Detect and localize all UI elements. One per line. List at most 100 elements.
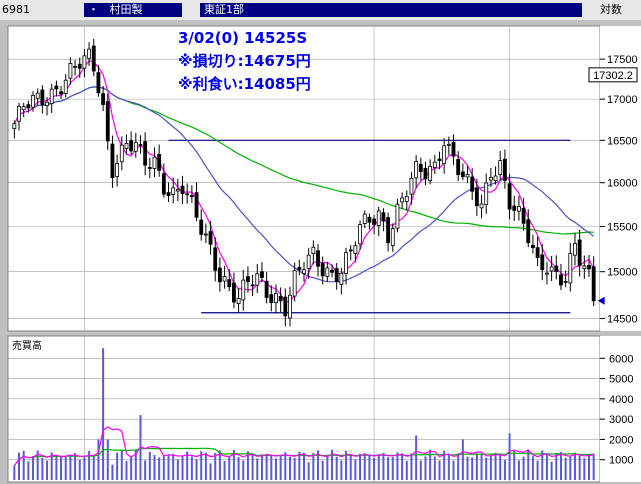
volume-bar [176,459,179,480]
volume-bar [517,460,520,480]
stock-chart[interactable]: 17500 17000 16500 16000 15500 15000 14500 6000… [0,20,641,484]
scale-mode[interactable]: 対数 [600,3,622,16]
annotation-line-3: ※利食い:14085円 [178,75,311,93]
candle [217,257,222,292]
volume-bar [550,461,553,480]
price-panel [7,25,601,332]
candle [189,185,194,203]
volume-bar [13,465,16,480]
volume-bar [326,456,329,480]
volume-bar [111,464,114,480]
volume-bar [158,457,161,480]
candle [446,136,451,155]
volume-tick-label: 3000 [609,414,633,426]
candle [255,264,260,294]
volume-bar [60,456,63,480]
candle [278,287,283,313]
candle [269,285,274,312]
candle [264,271,269,304]
volume-bar [260,454,263,480]
candle [348,245,353,261]
volume-bar [424,456,427,480]
candle [250,274,255,297]
volume-tick-label: 1000 [609,455,633,467]
volume-bar [508,433,511,480]
candle [297,259,302,276]
volume-bar [190,456,193,480]
volume-bar [116,452,119,480]
volume-bar [246,451,249,480]
candle [199,209,204,241]
candle [35,88,40,106]
candle [180,175,185,205]
candle [241,269,246,311]
candle [171,177,176,204]
stock-name[interactable]: ・ 村田製 [84,3,182,17]
ma-short-line [13,60,595,303]
candle [208,220,213,255]
volume-bar [228,456,231,480]
volume-bar [167,454,170,480]
candle [498,150,503,181]
candle [456,151,461,182]
volume-bar [410,453,413,480]
candle [573,233,577,266]
candle [161,163,166,198]
candle [386,212,391,252]
candle [442,138,447,174]
volume-bar [69,455,72,480]
volume-bar [475,453,478,480]
volume-moving-averages [13,426,594,467]
volume-bar [466,456,469,480]
volume-bar [181,456,184,480]
candle [96,65,101,97]
volume-ma-short-line [13,426,594,467]
candle [232,272,236,309]
volume-bar [494,452,497,480]
volume-bar [209,463,212,480]
stock-name-label: 村田製 [109,3,143,16]
bullet-icon: ・ [88,3,99,16]
candle [367,213,372,230]
volume-axis: 6000 5000 4000 3000 2000 1000 [600,353,633,467]
volume-bar [583,458,586,480]
candle [185,183,190,204]
candle [521,198,526,231]
candle [587,254,591,278]
volume-bar [573,452,576,480]
volume-bar [242,460,245,480]
candle [133,133,138,158]
candle [474,178,479,216]
volume-bar [564,457,567,480]
candle [227,269,232,292]
volume-bar [513,450,516,480]
volume-bar [214,452,217,480]
price-horizontal-lines [168,139,571,314]
volume-bar [223,460,226,480]
candle [390,223,395,252]
volume-bar [405,461,408,480]
volume-bar [284,452,287,480]
volume-bar [134,450,137,480]
volume-bar [50,452,53,480]
candle [292,262,297,302]
volume-bar [251,454,254,480]
volume-bar [536,460,539,480]
volume-bar [55,455,58,480]
candle [175,179,180,202]
volume-bar [457,453,460,480]
market-name[interactable]: 東証1部 [200,3,582,17]
volume-bar [270,454,273,480]
candle [353,241,358,263]
candle [591,256,596,307]
volume-bar [387,457,390,480]
candle [119,136,124,171]
candle [124,134,129,155]
volume-bar [274,458,277,480]
volume-bar [545,453,548,480]
candle [129,131,134,155]
volume-bar [349,454,352,480]
candle [101,85,106,112]
volume-bar [541,450,544,480]
volume-bar [200,451,203,480]
